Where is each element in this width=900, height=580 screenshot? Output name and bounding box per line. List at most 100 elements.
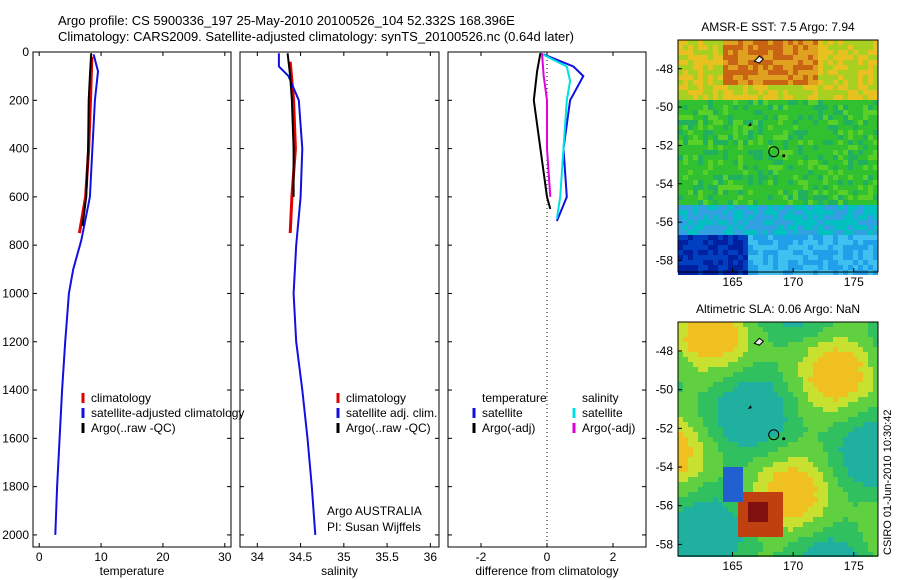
map-cell [758, 442, 763, 447]
map-cell [773, 492, 778, 497]
map-cell [788, 190, 793, 195]
map-cell [858, 155, 863, 160]
map-cell [838, 387, 843, 392]
map-cell [813, 367, 818, 372]
map-cell [708, 95, 713, 100]
map-cell [788, 100, 793, 105]
map-cell [808, 407, 813, 412]
map-cell [753, 502, 758, 507]
map-cell [728, 135, 733, 140]
map-cell [763, 95, 768, 100]
map-cell [778, 85, 783, 90]
map-cell [753, 512, 758, 517]
map-cell [713, 352, 718, 357]
map-cell [808, 165, 813, 170]
map-cell [768, 160, 773, 165]
map-cell [763, 115, 768, 120]
map-cell [843, 170, 848, 175]
map-cell [838, 265, 843, 270]
map-cell [733, 225, 738, 230]
map-cell [778, 482, 783, 487]
map-cell [793, 245, 798, 250]
map-cell [758, 115, 763, 120]
map-cell [728, 105, 733, 110]
map-cell [758, 452, 763, 457]
map-cell [788, 165, 793, 170]
map-cell [778, 240, 783, 245]
map-cell [683, 452, 688, 457]
map-cell [743, 352, 748, 357]
map-cell [868, 322, 873, 327]
map-cell [758, 205, 763, 210]
map-cell [768, 537, 773, 542]
map-cell [708, 537, 713, 542]
map-cell [788, 90, 793, 95]
map-cell [838, 472, 843, 477]
series-line [286, 53, 295, 197]
map-cell [843, 110, 848, 115]
map-cell [723, 130, 728, 135]
map-cell [793, 185, 798, 190]
map-cell [788, 517, 793, 522]
map-cell [828, 45, 833, 50]
map-cell [783, 452, 788, 457]
map-cell [868, 250, 873, 255]
map-cell [868, 447, 873, 452]
map-cell [828, 155, 833, 160]
map-cell [858, 245, 863, 250]
map-cell [693, 190, 698, 195]
map-cell [838, 332, 843, 337]
map-cell [868, 65, 873, 70]
map-cell [768, 245, 773, 250]
map-cell [853, 125, 858, 130]
map-cell [853, 95, 858, 100]
map-cell [853, 115, 858, 120]
legend-title-salinity: salinity [582, 391, 619, 405]
map-cell [838, 342, 843, 347]
map-cell [728, 205, 733, 210]
map-cell [848, 392, 853, 397]
map-cell [738, 250, 743, 255]
map-cell [788, 402, 793, 407]
map-cell [763, 235, 768, 240]
map-cell [798, 382, 803, 387]
map-cell [823, 130, 828, 135]
map-cell [728, 382, 733, 387]
map-cell [683, 130, 688, 135]
map-cell [718, 175, 723, 180]
map-cell [793, 552, 798, 557]
map-cell [843, 502, 848, 507]
map-cell [803, 90, 808, 95]
map-cell [688, 382, 693, 387]
map-cell [853, 100, 858, 105]
map-cell [703, 190, 708, 195]
map-cell [818, 382, 823, 387]
map-cell [808, 322, 813, 327]
map-cell [798, 175, 803, 180]
map-cell [758, 190, 763, 195]
map-cell [683, 447, 688, 452]
map-cell [723, 255, 728, 260]
map-cell [748, 387, 753, 392]
map-cell [873, 432, 878, 437]
map-cell [833, 155, 838, 160]
map-cell [783, 230, 788, 235]
map-cell [708, 140, 713, 145]
map-cell [823, 185, 828, 190]
map-cell [738, 240, 743, 245]
map-cell [863, 552, 868, 557]
map-cell [748, 412, 753, 417]
map-cell [688, 55, 693, 60]
map-cell [758, 362, 763, 367]
map-cell [768, 155, 773, 160]
map-cell [808, 462, 813, 467]
map-cell [768, 45, 773, 50]
map-cell [743, 527, 748, 532]
map-cell [723, 372, 728, 377]
map-cell [763, 342, 768, 347]
map-cell [683, 155, 688, 160]
map-cell [728, 60, 733, 65]
map-cell [798, 532, 803, 537]
map-cell [733, 65, 738, 70]
map-cell [843, 65, 848, 70]
